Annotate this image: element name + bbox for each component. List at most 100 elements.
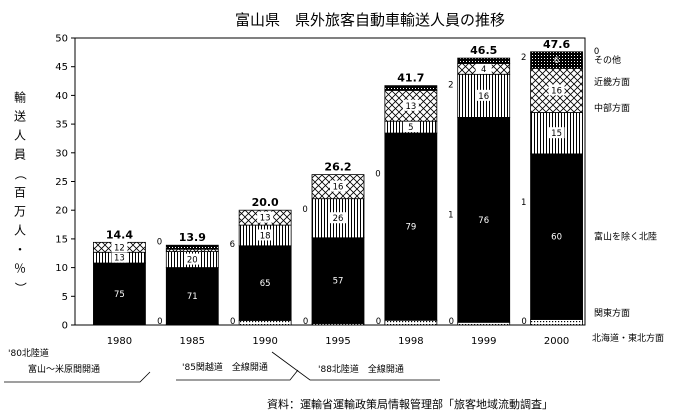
x-tick-label: 1999 [471,336,496,347]
x-tick-label: 1998 [398,336,423,347]
bar-segment [311,237,365,324]
legend-entry: 富山を除く北陸 [594,231,657,243]
legend-entry: 関東方面 [594,307,630,319]
bar-total-label: 13.9 [179,231,206,244]
segment-label-bg [111,241,128,253]
bar-total-label: 14.4 [106,228,133,241]
segment-label: 13 [405,102,416,112]
segment-label: 4 [481,65,486,75]
baseline-share-label: 0 [303,317,308,327]
legend-entry: 北海道・東北方面 [592,332,664,344]
segment-label: 71 [187,292,198,302]
segment-label-bg [257,211,274,223]
side-share-label: 1 [448,210,453,220]
segment-label-bg [330,180,346,192]
y-tick-label: 20 [55,206,68,217]
bar-total-label: 46.5 [470,44,497,57]
bar-segment [384,132,438,321]
y-tick-label: 5 [62,292,68,303]
segment-label-bg [402,99,419,111]
side-share-label: 2 [448,81,453,91]
segment-label-bg [548,127,565,139]
segment-label: 13 [114,254,125,264]
legend-entry: 近畿方面 [594,76,630,88]
segment-label: 65 [260,279,271,289]
segment-label: 12 [114,243,125,253]
y-axis-label-char: ％ [14,262,26,276]
y-tick-label: 30 [55,148,68,159]
baseline-share-label: 0 [449,317,454,327]
legend-entry: 中部方面 [594,102,630,114]
segment-label: 16 [478,92,489,102]
side-share-label: 0 [375,170,380,180]
bar-total-label: 26.2 [324,161,351,174]
x-tick-label: 2000 [544,336,569,347]
segment-label-bg [548,84,565,96]
baseline-share-label: 0 [157,317,162,327]
bar-segment [457,321,511,326]
note-bracket [4,371,151,383]
segment-label: 15 [551,129,562,139]
y-tick-label: 15 [55,234,68,245]
bar-segment [238,320,292,326]
y-axis-ticks: 0 5 10 15 20 25 30 35 40 45 50 [55,34,75,332]
bar-1990: 65 18 13 20.0 0 1990 [238,196,308,347]
segment-label-bg [475,62,492,74]
x-tick-label: 1985 [180,336,205,347]
side-share-label: 0 [594,47,599,57]
segment-label-bg [475,89,492,101]
note-line: '80北陸道 [8,347,49,359]
y-axis-label-char: 送 [14,109,26,124]
bar-2000: 60 15 16 6 47.6 0 2000 [530,38,599,347]
bar-1985: 71 20 13.9 6 1985 [165,231,235,347]
segment-label: 5 [408,123,413,133]
bar-segment [457,57,511,64]
bar-segment [384,319,438,326]
segment-label: 16 [551,86,562,96]
segment-label: 18 [260,231,271,241]
x-tick-label: 1980 [107,336,132,347]
segment-label: 6 [554,56,559,66]
bar-total-label: 47.6 [543,38,570,51]
bar-1998: 79 5 13 41.7 2 1 1998 [384,72,454,347]
bar-1995: 57 26 16 26.2 0 1995 [311,161,381,347]
note-line: '88北陸道 全線開通 [318,363,404,375]
y-axis-label-char: 人 [14,129,26,143]
segment-label-bg [257,229,274,241]
segment-label-bg [330,212,346,224]
y-axis-label-char: ） [14,282,28,294]
side-share-label: 0 [157,237,162,247]
baseline-share-label: 0 [230,317,235,327]
bar-total-label: 41.7 [397,72,424,85]
segment-label: 16 [333,183,344,193]
y-tick-label: 25 [55,177,68,188]
segment-label-bg [184,253,201,265]
y-axis-label-char: ・ [14,243,26,257]
baseline-share-label: 0 [521,317,526,327]
segment-label: 20 [187,256,198,266]
y-axis-label-char: 百 [14,186,26,200]
note-bracket [271,351,440,381]
y-axis-label-char: 輸 [14,90,26,105]
y-axis-label-char: （ [14,168,28,180]
segment-label: 60 [551,233,562,243]
note-line: 富山～米原間開通 [28,363,100,375]
y-axis-label-char: 員 [14,148,26,162]
y-axis-label: 輸送人員（百万人・％） [14,90,28,295]
segment-label: 26 [333,214,344,224]
x-tick-label: 1990 [252,336,277,347]
y-tick-label: 0 [62,321,68,332]
segment-label: 79 [405,223,416,233]
segment-label-bg [111,251,128,263]
y-tick-label: 10 [55,263,68,274]
segment-label: 13 [260,214,271,224]
bar-segment [238,245,292,321]
source-note: 資料：運輸省運輸政策局情報管理部「旅客地域流動調査」 [267,397,553,411]
baseline-share-label: 0 [376,317,381,327]
bar-segment [165,244,219,250]
note-bracket [176,369,299,381]
